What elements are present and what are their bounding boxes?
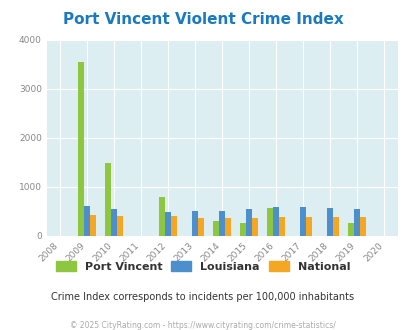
Bar — [213, 221, 219, 236]
Bar — [279, 217, 285, 236]
Bar — [252, 217, 258, 236]
Bar — [240, 223, 246, 236]
Bar — [267, 209, 273, 236]
Bar — [273, 207, 279, 236]
Bar — [111, 209, 117, 236]
Bar — [192, 211, 198, 236]
Bar — [105, 163, 111, 236]
Text: Port Vincent Violent Crime Index: Port Vincent Violent Crime Index — [62, 12, 343, 26]
Bar — [246, 209, 252, 236]
Bar — [117, 215, 123, 236]
Bar — [305, 217, 311, 236]
Text: © 2025 CityRating.com - https://www.cityrating.com/crime-statistics/: © 2025 CityRating.com - https://www.city… — [70, 321, 335, 330]
Bar — [159, 197, 165, 236]
Text: Crime Index corresponds to incidents per 100,000 inhabitants: Crime Index corresponds to incidents per… — [51, 292, 354, 302]
Bar — [347, 223, 354, 236]
Bar — [84, 206, 90, 236]
Bar — [198, 218, 204, 236]
Bar — [326, 208, 333, 236]
Bar — [300, 207, 305, 236]
Bar — [354, 209, 360, 236]
Bar — [360, 217, 365, 236]
Bar — [78, 62, 84, 236]
Bar — [165, 213, 171, 236]
Bar — [333, 217, 339, 236]
Bar — [225, 218, 230, 236]
Bar — [171, 216, 177, 236]
Bar — [90, 215, 96, 236]
Bar — [219, 211, 225, 236]
Legend: Port Vincent, Louisiana, National: Port Vincent, Louisiana, National — [56, 261, 349, 272]
